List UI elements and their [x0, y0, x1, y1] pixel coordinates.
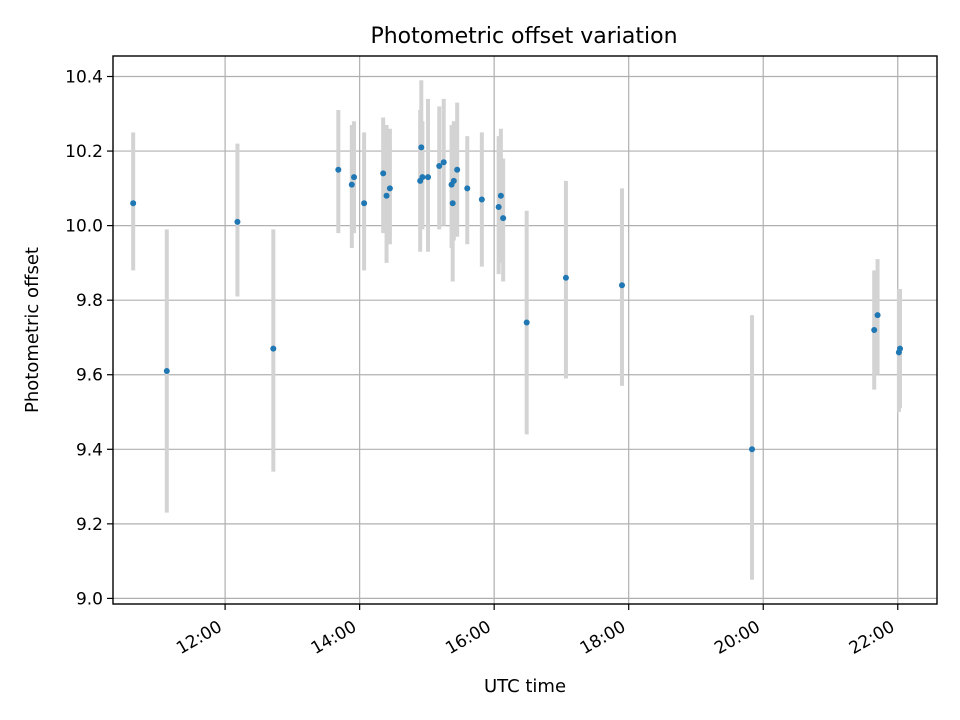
- data-point: [500, 215, 507, 222]
- chart-title: Photometric offset variation: [370, 24, 677, 49]
- data-points: [130, 144, 904, 453]
- data-point: [618, 282, 625, 289]
- data-point: [464, 185, 471, 192]
- y-tick-label: 10.4: [65, 68, 103, 88]
- data-point: [351, 174, 358, 181]
- data-point: [234, 218, 241, 225]
- data-point: [270, 345, 277, 352]
- data-point: [425, 174, 432, 181]
- data-point: [478, 196, 485, 203]
- data-point: [418, 144, 425, 151]
- data-point: [440, 159, 447, 166]
- x-axis-label: UTC time: [484, 676, 566, 697]
- data-point: [335, 166, 342, 173]
- data-point: [562, 274, 569, 281]
- data-point: [454, 166, 461, 173]
- y-tick-label: 10.0: [65, 217, 103, 237]
- data-point: [419, 174, 426, 181]
- y-tick-label: 9.0: [76, 589, 103, 609]
- x-tick-label: 12:00: [173, 617, 225, 659]
- data-point: [386, 185, 393, 192]
- x-tick-label: 20:00: [711, 617, 763, 659]
- y-tick-label: 9.4: [76, 440, 103, 460]
- data-point: [897, 345, 904, 352]
- y-axis-label: Photometric offset: [22, 247, 43, 413]
- plot-frame: [112, 55, 938, 605]
- data-point: [497, 192, 504, 199]
- x-tick-label: 14:00: [308, 617, 360, 659]
- data-point: [874, 312, 881, 319]
- data-point: [450, 177, 457, 184]
- data-point: [449, 200, 456, 207]
- data-point: [871, 327, 878, 333]
- x-axis-ticks: 12:00 14:00 16:00 18:00 20:00 22:00: [173, 604, 899, 659]
- y-tick-label: 9.8: [76, 291, 103, 311]
- y-tick-label: 9.2: [76, 515, 103, 535]
- data-point: [348, 181, 355, 188]
- y-tick-label: 9.6: [76, 366, 103, 386]
- x-tick-label: 18:00: [577, 617, 629, 659]
- y-tick-label: 10.2: [65, 142, 103, 162]
- x-tick-label: 22:00: [846, 617, 898, 659]
- y-axis-ticks: 9.0 9.2 9.4 9.6 9.8 10.0 10.2 10.4: [65, 68, 113, 609]
- data-point: [361, 200, 368, 207]
- data-point: [380, 170, 387, 177]
- data-point: [436, 162, 443, 169]
- data-point: [383, 192, 390, 199]
- data-point: [495, 203, 502, 210]
- x-tick-label: 16:00: [442, 617, 494, 659]
- data-point: [163, 368, 170, 375]
- data-point: [523, 319, 530, 326]
- error-bars: [131, 80, 903, 580]
- data-point: [749, 446, 756, 453]
- data-point: [130, 200, 137, 207]
